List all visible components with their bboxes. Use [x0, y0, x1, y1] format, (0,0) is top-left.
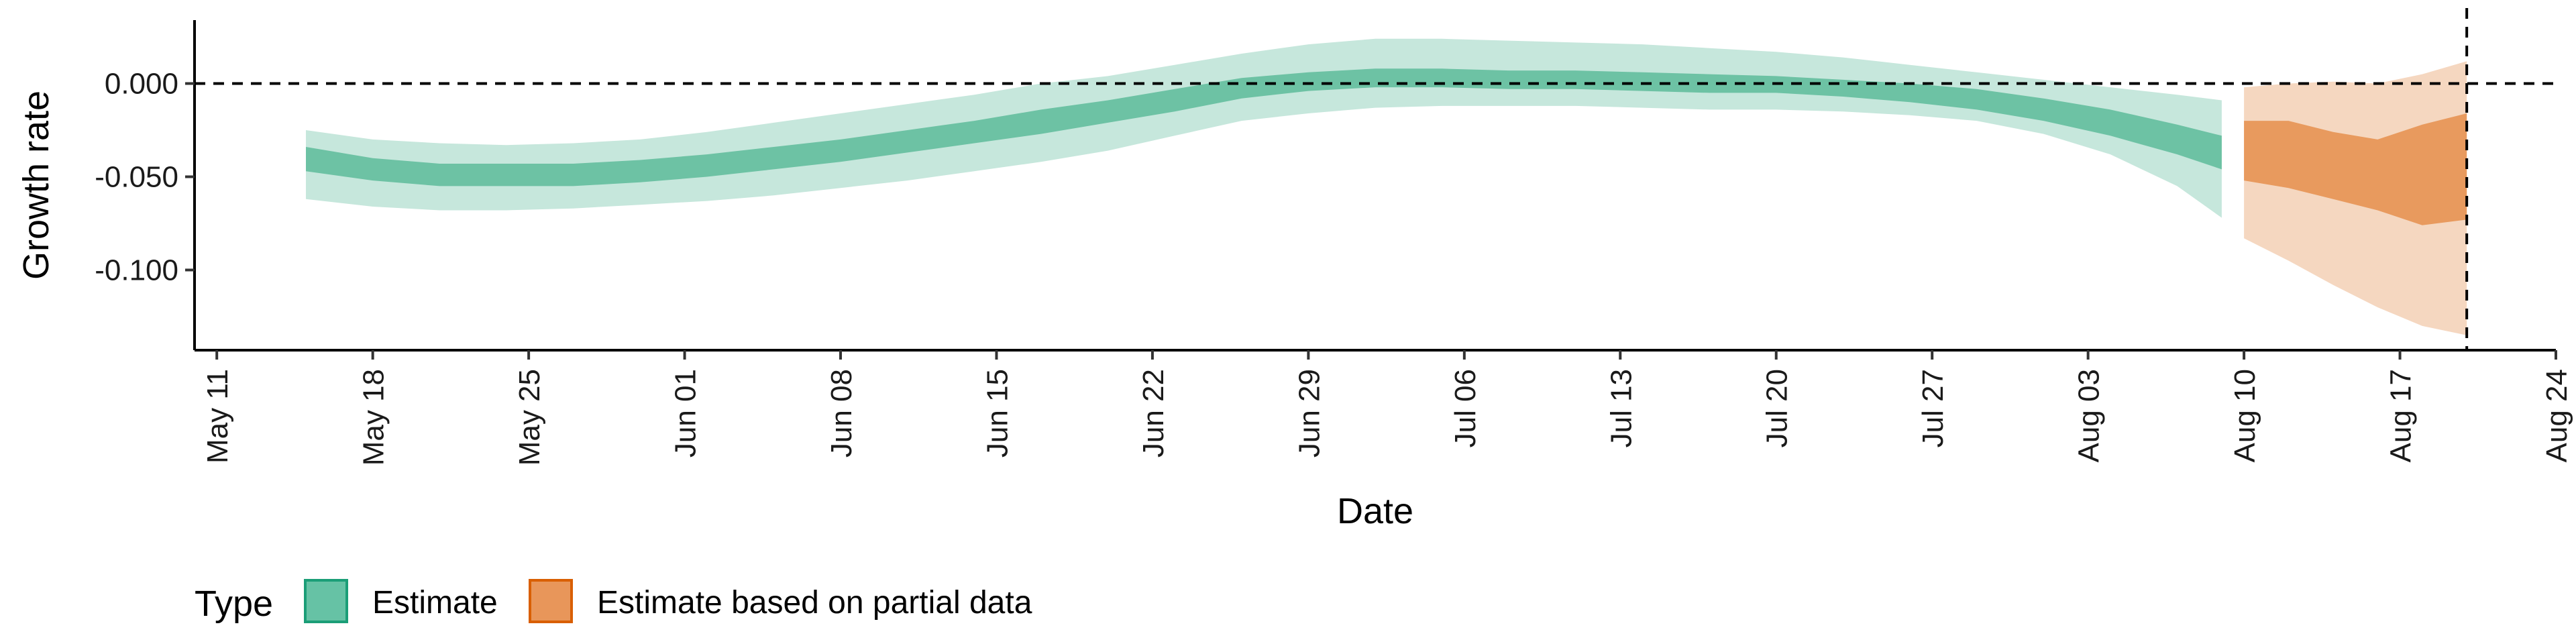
estimate-based-on-partial-data-inner-band — [2244, 113, 2467, 225]
x-tick-label: Jun 29 — [1293, 369, 1326, 458]
y-tick-label: -0.050 — [95, 160, 178, 193]
legend-swatch — [529, 579, 573, 623]
y-tick-label: -0.100 — [95, 254, 178, 286]
x-tick-label: Jul 13 — [1605, 369, 1638, 447]
x-tick-label: May 11 — [201, 369, 234, 464]
legend-title: Type — [195, 584, 273, 624]
legend: Type Estimate Estimate based on partial da… — [195, 579, 1032, 624]
x-tick-label: May 25 — [513, 369, 546, 466]
x-tick-label: Aug 24 — [2540, 369, 2573, 462]
x-tick-label: Jul 27 — [1917, 369, 1949, 447]
x-tick-label: Jun 08 — [825, 369, 858, 458]
reference-lines-layer — [195, 8, 2556, 350]
x-tick-label: Jun 15 — [981, 369, 1014, 458]
x-tick-label: May 18 — [358, 369, 390, 466]
x-tick-label: Jun 01 — [669, 369, 702, 458]
x-axis-title: Date — [1337, 491, 1413, 531]
x-tick-label: Jun 22 — [1137, 369, 1170, 458]
legend-label: Estimate — [372, 585, 498, 621]
y-axis-title: Growth rate — [16, 91, 56, 280]
x-tick-label: Aug 03 — [2073, 369, 2106, 462]
estimate-outer-band — [306, 38, 2222, 218]
legend-label: Estimate based on partial data — [597, 585, 1032, 621]
axes-layer: 0.000 -0.050 -0.100 May 11 May 18 May 25 Jun 0… — [16, 20, 2573, 531]
legend-swatch — [304, 579, 348, 623]
y-tick-label: 0.000 — [105, 68, 178, 101]
estimate-inner-band — [306, 68, 2222, 186]
x-tick-label: Jul 06 — [1449, 369, 1482, 447]
x-tick-label: Aug 17 — [2385, 369, 2418, 462]
x-tick-label: Jul 20 — [1761, 369, 1794, 447]
x-tick-label: Aug 10 — [2229, 369, 2261, 462]
